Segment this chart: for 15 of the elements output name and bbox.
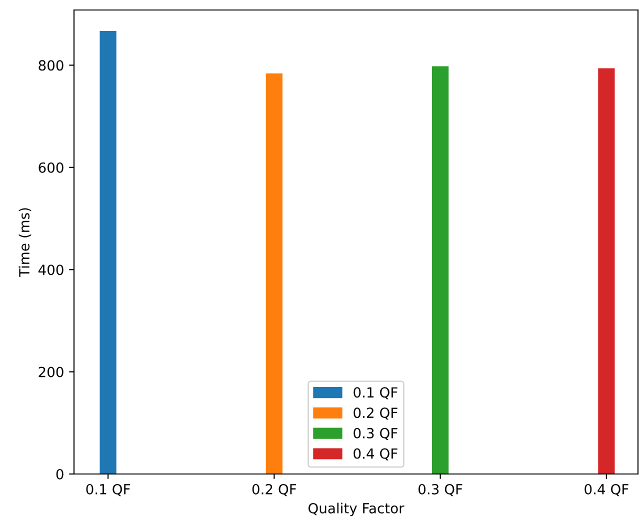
x-tick-label: 0.2 QF xyxy=(252,484,296,496)
y-tick-label: 200 xyxy=(38,366,64,378)
y-tick-label: 600 xyxy=(38,162,64,173)
y-tick-label: 0 xyxy=(56,468,64,480)
y-tick-label: 400 xyxy=(38,264,64,276)
legend-label: 0.1 QF xyxy=(354,387,398,400)
legend-label: 0.2 QF xyxy=(354,408,398,420)
legend-label: 0.3 QF xyxy=(354,428,398,440)
x-tick-label: 0.3 QF xyxy=(418,484,462,496)
x-tick-label: 0.1 QF xyxy=(86,484,130,496)
x-axis-title: Quality Factor xyxy=(308,502,404,516)
legend-label: 0.4 QF xyxy=(354,448,398,460)
x-tick-label: 0.4 QF xyxy=(584,484,628,496)
y-tick-label: 800 xyxy=(38,60,64,71)
y-axis-title: Time (ms) xyxy=(18,208,32,278)
